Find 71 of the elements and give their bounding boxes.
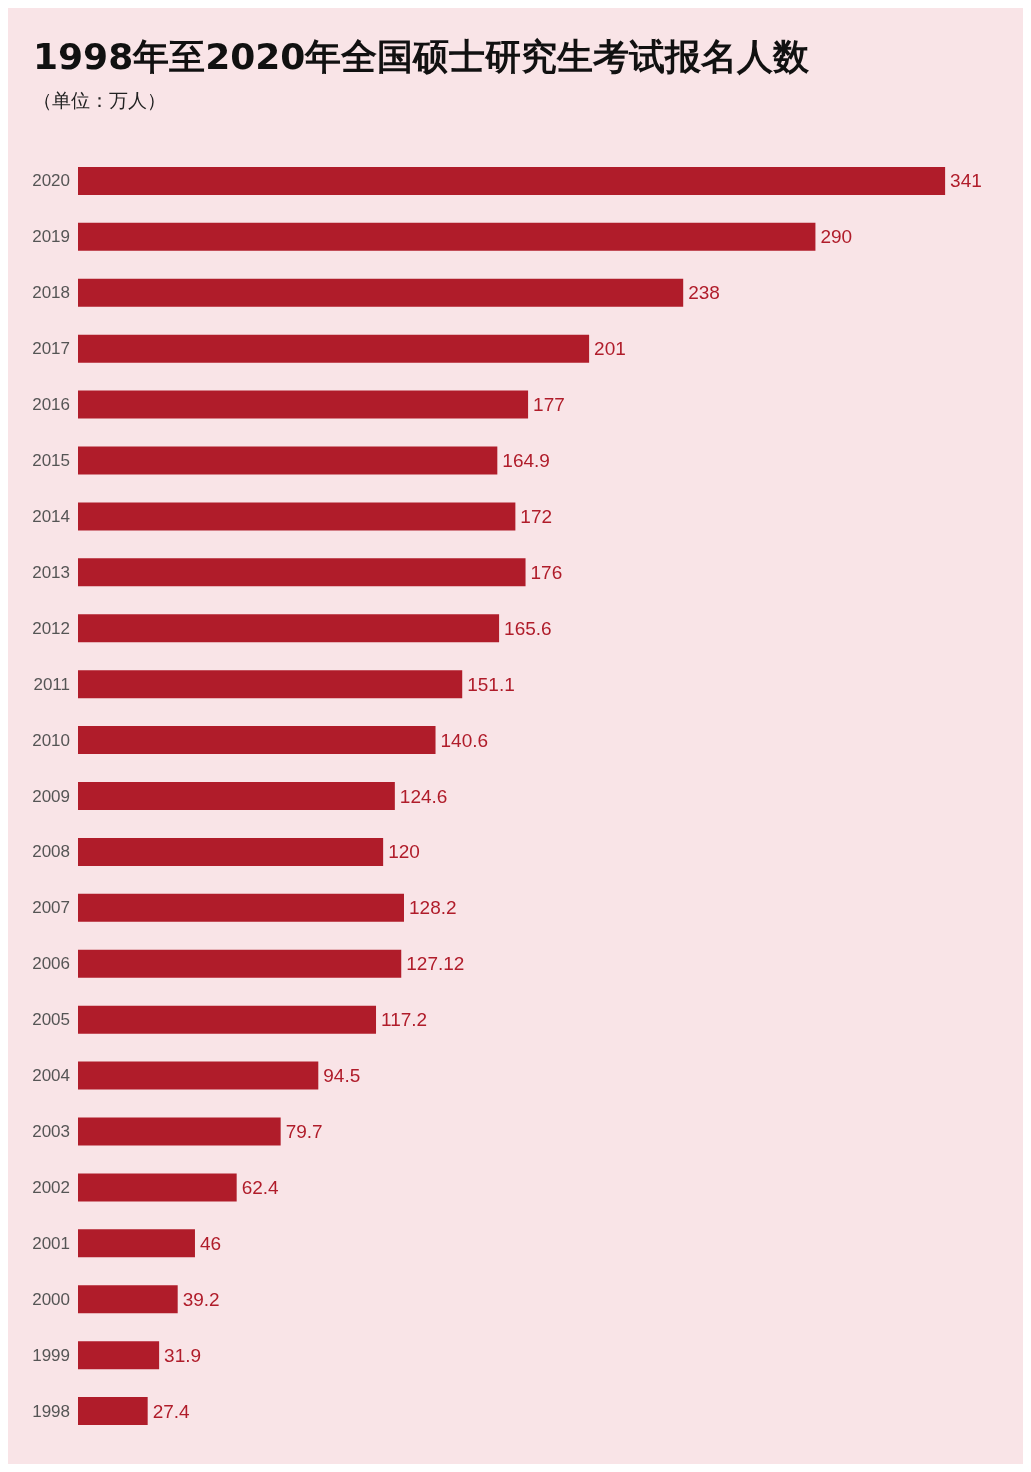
data-label: 31.9: [164, 1344, 202, 1366]
data-label: 238: [688, 282, 720, 304]
y-tick-label: 2006: [32, 954, 70, 974]
y-tick-label: 2018: [32, 283, 70, 303]
y-tick-label: 2012: [32, 618, 70, 638]
data-label: 341: [950, 170, 982, 192]
bar: [78, 334, 590, 363]
bar: [78, 166, 946, 195]
y-tick-label: 2002: [32, 1177, 70, 1197]
data-label: 201: [594, 338, 626, 360]
data-label: 172: [520, 505, 553, 527]
y-tick-label: 2011: [33, 674, 70, 694]
bar: [78, 1061, 319, 1090]
y-tick-label: 2001: [32, 1233, 70, 1253]
data-label: 124.6: [399, 785, 448, 807]
data-label: 290: [820, 226, 853, 248]
y-tick-label: 1999: [32, 1345, 70, 1365]
bar: [78, 1117, 281, 1146]
data-label: 27.4: [152, 1400, 191, 1422]
bar: [78, 390, 529, 419]
data-label: 176: [530, 561, 563, 583]
data-label: 140.6: [440, 729, 489, 751]
bar: [78, 1229, 195, 1258]
data-label: 151.1: [467, 673, 515, 695]
bar: [78, 670, 463, 699]
y-tick-label: 2014: [32, 506, 70, 526]
bar: [78, 558, 526, 587]
y-tick-label: 1998: [32, 1401, 70, 1421]
y-tick-label: 2017: [32, 339, 70, 359]
y-tick-label: 2009: [32, 786, 70, 806]
y-tick-label: 2004: [32, 1066, 70, 1086]
data-label: 46: [199, 1232, 222, 1254]
bar: [78, 893, 404, 922]
data-label: 39.2: [182, 1288, 220, 1310]
bar: [78, 222, 816, 251]
bar: [78, 614, 500, 643]
data-label: 165.6: [504, 617, 552, 639]
y-tick-label: 2016: [32, 395, 70, 415]
data-label: 128.2: [408, 897, 457, 919]
bar: [78, 782, 395, 810]
y-tick-label: 2019: [32, 227, 70, 247]
data-label: 62.4: [241, 1176, 280, 1198]
data-label: 79.7: [285, 1120, 323, 1142]
data-label: 117.2: [381, 1009, 428, 1031]
y-tick-label: 2010: [32, 730, 70, 750]
chart-title: 1998年至2020年全国硕士研究生考试报名人数: [33, 35, 811, 77]
data-label: 177: [533, 394, 565, 416]
y-tick-label: 2003: [32, 1121, 70, 1141]
bar: [78, 446, 498, 475]
y-tick-label: 2015: [32, 451, 70, 471]
bar: [78, 1005, 377, 1034]
bar: [78, 1285, 178, 1314]
chart-subtitle: （单位：万人）: [33, 88, 166, 111]
bar: [78, 1397, 148, 1426]
data-label: 127.12: [406, 953, 465, 975]
data-label: 164.9: [502, 450, 550, 472]
data-label: 120: [388, 841, 420, 863]
y-tick-label: 2008: [32, 842, 70, 862]
bar: [78, 502, 516, 531]
bar: [78, 837, 384, 866]
y-tick-label: 2007: [32, 898, 70, 918]
data-label: 94.5: [323, 1065, 361, 1087]
bar: [78, 726, 436, 755]
y-tick-label: 2013: [32, 562, 70, 582]
bar: [78, 1173, 237, 1202]
bar: [78, 278, 684, 307]
y-tick-label: 2000: [32, 1289, 70, 1309]
y-tick-label: 2020: [32, 171, 70, 191]
bar: [78, 1341, 160, 1370]
y-tick-label: 2005: [32, 1010, 70, 1030]
bar: [78, 949, 402, 978]
